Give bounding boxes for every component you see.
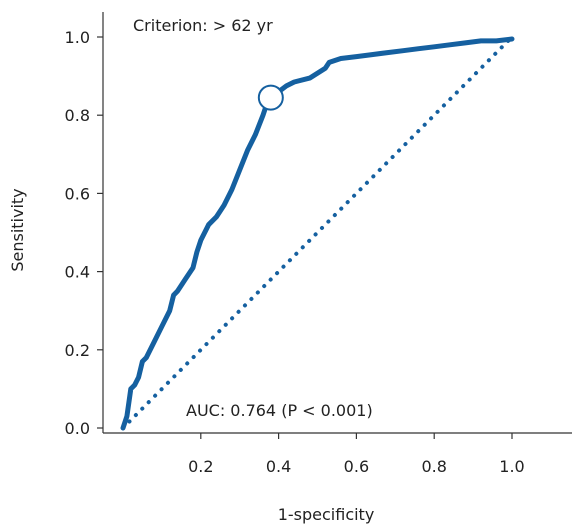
axes — [102, 12, 572, 434]
x-tick-label: 1.0 — [499, 457, 524, 476]
criterion-annotation: Criterion: > 62 yr — [133, 16, 273, 35]
y-tick-labels: 0.0 0.2 0.4 0.6 0.8 1.0 — [65, 28, 90, 438]
y-tick-label: 0.8 — [65, 106, 90, 125]
series-layer — [120, 35, 515, 431]
tick-marks — [97, 36, 513, 439]
x-tick-labels: 0.2 0.4 0.6 0.8 1.0 — [188, 457, 525, 476]
x-tick-label: 0.2 — [188, 457, 213, 476]
x-tick-label: 0.6 — [344, 457, 369, 476]
y-tick-label: 0.4 — [65, 263, 90, 282]
x-tick-label: 0.4 — [266, 457, 291, 476]
roc-curve-line — [120, 36, 515, 431]
auc-annotation: AUC: 0.764 (P < 0.001) — [186, 401, 373, 420]
y-tick-label: 0.6 — [65, 184, 90, 203]
y-tick-label: 1.0 — [65, 28, 90, 47]
x-axis-title: 1-specificity — [278, 505, 375, 524]
y-tick-label: 0.0 — [65, 419, 90, 438]
reference-diagonal-line — [121, 35, 514, 430]
y-axis-title: Sensitivity — [8, 188, 27, 271]
y-tick-label: 0.2 — [65, 341, 90, 360]
x-tick-label: 0.8 — [421, 457, 446, 476]
criterion-point-marker — [257, 84, 284, 111]
